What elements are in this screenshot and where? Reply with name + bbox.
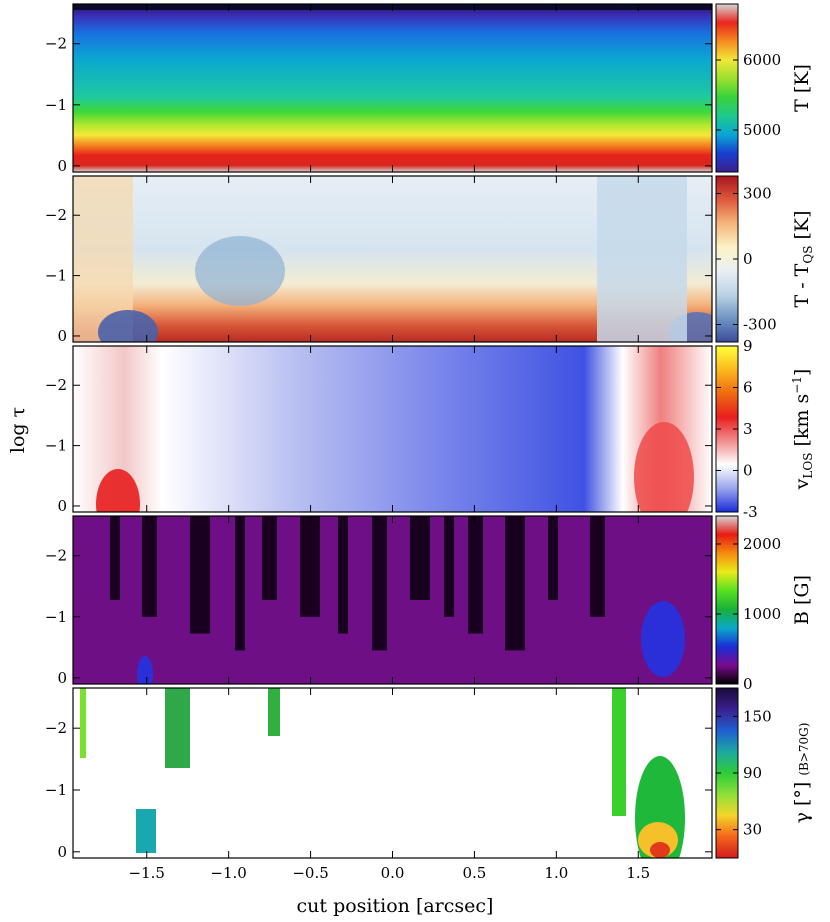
y-tick-label: 0 (57, 843, 67, 861)
colorbar-label: T - TQS [K] (791, 211, 815, 308)
heatmap-3 (73, 516, 712, 684)
x-tick-label: 0.5 (462, 864, 486, 882)
colorbar-tick-label: 6 (743, 379, 753, 397)
panel-gamma: −2 −1 0 150 90 30 γ [°](B>70G) (45, 687, 813, 861)
colorbar-tick-label: 2000 (743, 535, 781, 553)
heatmap-0 (73, 4, 712, 172)
colorbar-label: vLOS [km s−1] (790, 369, 815, 491)
colorbar-tick-label: 90 (743, 764, 762, 782)
colorbar-tick-label: 6000 (743, 51, 781, 69)
y-tick-label: −2 (45, 719, 67, 737)
colorbar-tick-label: 0 (743, 250, 753, 268)
y-tick-label: −1 (45, 96, 67, 114)
heatmap-4 (73, 688, 712, 858)
y-tick-label: 0 (57, 157, 67, 175)
panel-t: −2 −1 0 6000 5000 T [K] (45, 3, 813, 175)
colorbar (715, 515, 739, 685)
y-tick-label: −1 (45, 437, 67, 455)
heatmap-2 (73, 346, 712, 512)
y-axis-label: log τ (7, 407, 29, 453)
colorbar-tick-label: 300 (743, 184, 772, 202)
colorbar-tick-label: 9 (743, 337, 753, 355)
colorbar-tick-label: 150 (743, 707, 772, 725)
colorbar-tick-label: -3 (743, 503, 758, 521)
colorbar-tick-label: 3 (743, 420, 753, 438)
y-tick-label: 0 (57, 669, 67, 687)
y-tick-label: −2 (45, 547, 67, 565)
y-tick-label: −1 (45, 608, 67, 626)
panel-b: −2 −1 0 2000 1000 0 B [G] (45, 515, 813, 693)
y-tick-label: −2 (45, 35, 67, 53)
y-tick-label: −1 (45, 781, 67, 799)
y-tick-label: −2 (45, 376, 67, 394)
colorbar (715, 3, 739, 173)
colorbar-tick-label: 0 (743, 675, 753, 693)
colorbar-tick-label: 30 (743, 821, 762, 839)
y-tick-label: −2 (45, 206, 67, 224)
colorbar-label: γ [°](B>70G) (791, 723, 813, 824)
x-tick-label: −1.5 (129, 864, 165, 882)
colorbar-tick-label: 1000 (743, 605, 781, 623)
x-tick-label: 0.0 (381, 864, 405, 882)
y-tick-label: −1 (45, 267, 67, 285)
y-tick-label: 0 (57, 497, 67, 515)
colorbar-tick-label: 5000 (743, 121, 781, 139)
x-tick-label: 1.5 (626, 864, 650, 882)
y-tick-label: 0 (57, 327, 67, 345)
colorbar-label: T [K] (791, 64, 813, 112)
colorbar-tick-label: 0 (743, 462, 753, 480)
colorbar-tick-label: -300 (743, 316, 777, 334)
x-axis-label: cut position [arcsec] (297, 895, 494, 917)
x-tick-label: −1.0 (210, 864, 246, 882)
colorbar-label: B [G] (791, 575, 813, 625)
panel-t-t-qs: −2 −1 0 300 0 -300 T - TQS [K] (45, 175, 815, 345)
panel-v-los: −2 −1 0 9 6 3 0 -3 vLOS [km s−1] (45, 337, 815, 521)
heatmap-1 (73, 176, 712, 342)
x-tick-label: 1.0 (544, 864, 568, 882)
x-tick-label: −0.5 (292, 864, 328, 882)
